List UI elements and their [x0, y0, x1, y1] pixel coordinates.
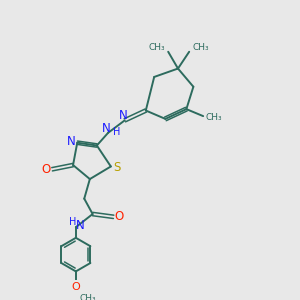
Text: O: O: [41, 163, 50, 176]
Text: CH₃: CH₃: [206, 113, 222, 122]
Text: H: H: [113, 127, 120, 136]
Text: N: N: [101, 122, 110, 135]
Text: O: O: [71, 281, 80, 292]
Text: CH₃: CH₃: [148, 43, 165, 52]
Text: O: O: [115, 210, 124, 223]
Text: CH₃: CH₃: [193, 43, 209, 52]
Text: CH₃: CH₃: [79, 294, 96, 300]
Text: N: N: [76, 219, 85, 232]
Text: H: H: [69, 217, 77, 227]
Text: N: N: [67, 135, 76, 148]
Text: S: S: [113, 161, 121, 174]
Text: N: N: [119, 109, 128, 122]
